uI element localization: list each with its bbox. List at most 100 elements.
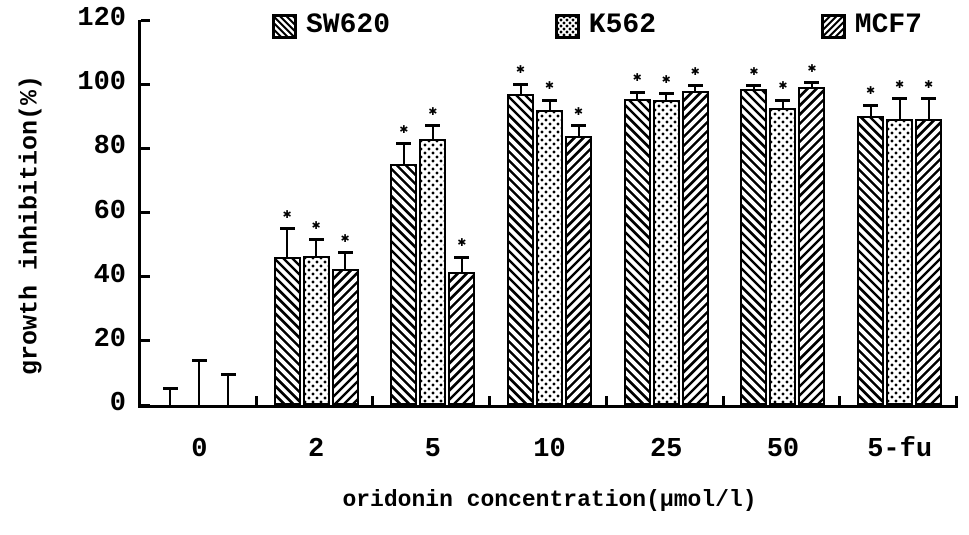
x-axis-tick-label: 5 xyxy=(424,435,441,465)
bar-SW620-25 xyxy=(623,98,651,405)
error-bar xyxy=(752,85,755,89)
legend-item-K562: K562 xyxy=(554,10,656,41)
error-bar-cap xyxy=(425,124,441,128)
error-bar-cap xyxy=(337,251,353,255)
significance-asterisk: ✱ xyxy=(574,103,583,120)
diagonal-back-swatch-icon xyxy=(272,13,297,39)
y-axis-tick xyxy=(141,18,150,22)
significance-asterisk: ✱ xyxy=(778,78,788,95)
diagonal-fwd-swatch-icon xyxy=(820,13,846,39)
error-bar-cap xyxy=(892,97,908,101)
x-axis-tick xyxy=(604,396,608,405)
error-bar xyxy=(519,84,522,94)
legend-label: MCF7 xyxy=(854,10,922,41)
y-axis-tick-label: 80 xyxy=(93,132,126,163)
x-axis-tick-label: 25 xyxy=(649,435,683,465)
significance-asterisk: ✱ xyxy=(895,76,904,93)
x-axis-tick xyxy=(721,396,725,405)
legend: SW620 K562 MCF7 xyxy=(272,12,922,40)
significance-asterisk: ✱ xyxy=(690,63,700,80)
y-axis-tick-label: 20 xyxy=(93,324,126,355)
y-axis-tick xyxy=(141,275,150,279)
error-bar xyxy=(315,239,318,256)
error-bar-cap xyxy=(658,92,674,96)
dots-swatch-icon xyxy=(554,13,580,39)
legend-item-SW620: SW620 xyxy=(272,12,390,40)
bar-K562-25 xyxy=(652,100,680,405)
error-bar xyxy=(286,228,289,258)
error-bar xyxy=(344,252,347,269)
error-bar xyxy=(781,100,784,109)
error-bar-cap xyxy=(396,142,412,146)
error-bar xyxy=(402,143,405,165)
significance-asterisk: ✱ xyxy=(545,78,554,95)
error-bar xyxy=(665,93,668,101)
error-bar xyxy=(694,85,697,91)
y-axis-tick-label: 120 xyxy=(77,4,126,34)
error-bar-cap xyxy=(629,90,645,94)
legend-label: SW620 xyxy=(306,10,391,41)
error-bar-cap xyxy=(571,124,586,128)
bar-K562-2 xyxy=(302,255,330,405)
error-bar xyxy=(898,98,901,120)
error-bar-cap xyxy=(687,84,703,88)
error-bar-cap xyxy=(921,97,937,101)
bar-SW620-5-fu xyxy=(857,116,885,405)
y-axis-tick xyxy=(141,339,150,343)
error-bar xyxy=(431,125,434,139)
error-bar-cap xyxy=(191,358,207,362)
bar-K562-5-fu xyxy=(886,119,914,405)
significance-asterisk: ✱ xyxy=(399,121,408,138)
legend-label: K562 xyxy=(588,10,656,41)
x-axis-tick xyxy=(955,396,958,405)
bar-MCF7-2 xyxy=(331,268,359,405)
significance-asterisk: ✱ xyxy=(282,206,292,223)
error-bar-cap xyxy=(863,103,879,107)
x-axis-tick-label: 2 xyxy=(307,435,325,465)
legend-item-MCF7: MCF7 xyxy=(820,10,922,41)
bar-K562-5 xyxy=(419,138,447,405)
error-bar-cap xyxy=(308,238,324,242)
bar-SW620-50 xyxy=(740,88,768,405)
bar-MCF7-50 xyxy=(798,87,826,405)
y-axis-tick xyxy=(141,211,150,214)
significance-asterisk: ✱ xyxy=(340,230,350,247)
bar-MCF7-5 xyxy=(448,271,476,405)
error-bar-cap xyxy=(542,98,557,102)
error-bar-cap xyxy=(454,255,470,259)
error-bar-cap xyxy=(279,227,295,231)
error-bar xyxy=(869,105,872,117)
significance-asterisk: ✱ xyxy=(632,70,642,87)
y-axis-tick xyxy=(141,82,150,86)
error-bar xyxy=(548,100,551,110)
bar-SW620-2 xyxy=(273,257,301,405)
significance-asterisk: ✱ xyxy=(311,217,321,234)
error-bar xyxy=(169,388,172,405)
error-bar xyxy=(577,125,580,136)
bar-MCF7-10 xyxy=(565,135,592,405)
bar-K562-10 xyxy=(536,109,563,405)
x-axis-tick-label: 5-fu xyxy=(867,435,933,465)
significance-asterisk: ✱ xyxy=(924,76,933,93)
x-axis-tick xyxy=(838,396,842,405)
x-axis-tick-label: 50 xyxy=(766,435,800,465)
y-axis-tick xyxy=(141,403,150,407)
error-bar xyxy=(810,82,813,88)
error-bar-cap xyxy=(804,81,820,85)
y-axis-tick-label: 0 xyxy=(109,389,126,419)
significance-asterisk: ✱ xyxy=(661,71,671,88)
x-axis-tick xyxy=(488,396,492,405)
bar-MCF7-5-fu xyxy=(915,119,943,405)
y-axis-tick-label: 100 xyxy=(77,68,126,99)
plot-area: ✱ ✱ ✱ ✱ ✱ ✱ ✱ ✱ ✱ ✱ ✱ ✱ ✱ ✱ ✱ ✱ ✱ ✱ xyxy=(138,18,958,408)
error-bar xyxy=(636,92,639,99)
bar-K562-50 xyxy=(769,108,797,405)
error-bar-cap xyxy=(746,84,762,88)
error-bar-cap xyxy=(162,387,178,391)
error-bar xyxy=(927,98,930,120)
error-bar-cap xyxy=(220,373,236,377)
significance-asterisk: ✱ xyxy=(866,83,875,100)
significance-asterisk: ✱ xyxy=(457,235,466,252)
x-axis-tick-label: 10 xyxy=(533,435,566,465)
